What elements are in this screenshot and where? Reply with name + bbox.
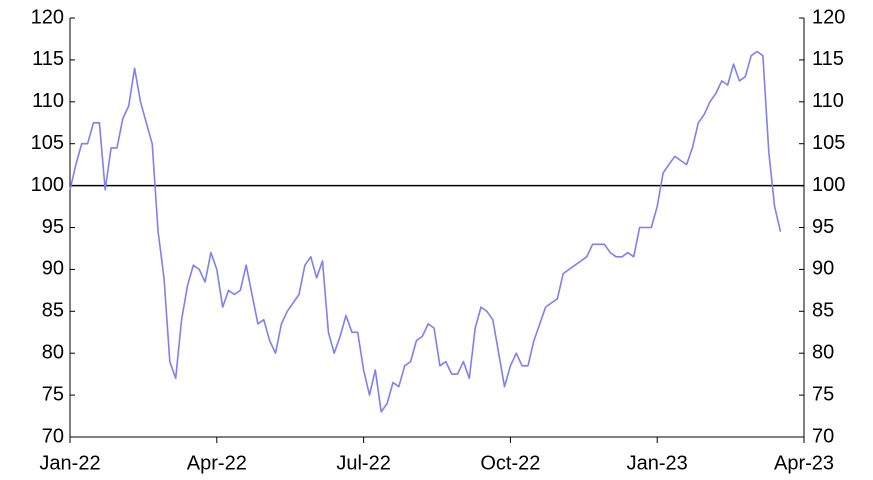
y2-tick-label: 70 [812,425,834,447]
y2-tick-label: 105 [812,132,845,154]
y2-tick-label: 75 [812,383,834,405]
y-tick-label: 75 [42,383,64,405]
x-tick-label: Jan-23 [627,452,688,474]
y-tick-label: 70 [42,425,64,447]
x-tick-label: Oct-22 [480,452,540,474]
y-tick-label: 85 [42,300,64,322]
y2-tick-label: 115 [812,48,844,70]
y2-tick-label: 80 [812,341,834,363]
y-tick-label: 100 [31,174,64,196]
series-line [69,50,782,413]
x-tick-label: Jul-22 [336,452,390,474]
y-tick-label: 120 [31,6,64,28]
y-tick-label: 95 [42,216,64,238]
y-tick-label: 105 [31,132,64,154]
x-tick-label: Jan-22 [39,452,100,474]
y2-tick-label: 110 [812,90,844,112]
y-tick-label: 115 [32,48,64,70]
y2-tick-label: 95 [812,216,834,238]
y2-tick-label: 100 [812,174,845,196]
y2-tick-label: 90 [812,258,834,280]
x-tick-label: Apr-22 [187,452,247,474]
x-tick-label: Apr-23 [774,452,834,474]
y2-tick-label: 120 [812,6,845,28]
y2-tick-label: 85 [812,300,834,322]
y-tick-label: 90 [42,258,64,280]
y-tick-label: 80 [42,341,64,363]
y-tick-label: 110 [32,90,64,112]
